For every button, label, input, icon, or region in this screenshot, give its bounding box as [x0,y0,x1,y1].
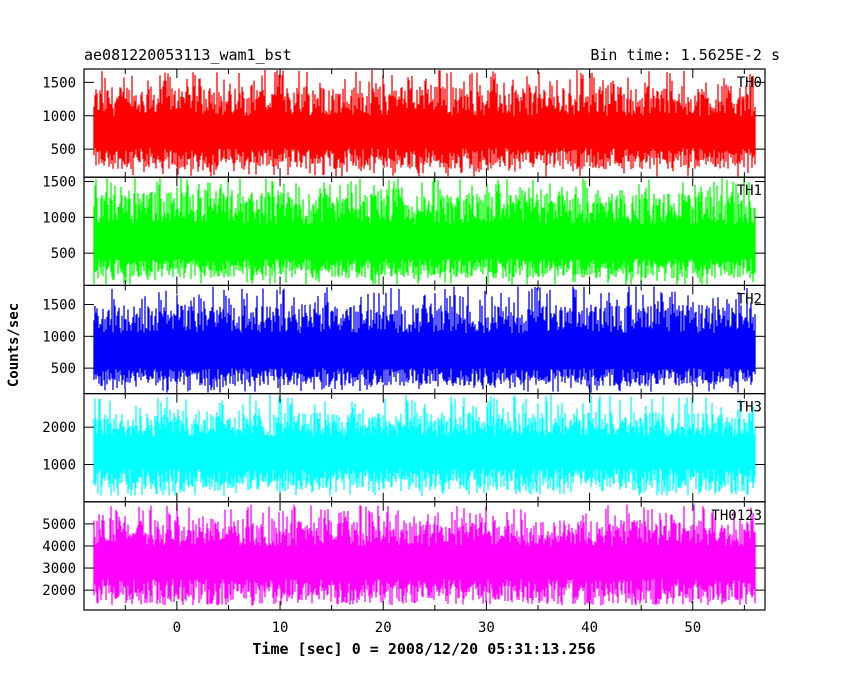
x-tick-label: 0 [173,620,181,636]
y-tick-label: 1000 [42,109,76,125]
y-tick-label: 500 [51,142,76,158]
x-tick-label: 50 [684,620,701,636]
y-tick-label: 500 [51,246,76,262]
y-tick-label: 3000 [42,561,76,577]
x-tick-label: 10 [272,620,289,636]
y-axis-label: Counts/sec [6,303,22,387]
panels: 500 1000 1500 TH0 500 1000 1500 TH1 500 1000 1500 T… [42,68,766,611]
y-tick-label: 5000 [42,517,76,533]
y-tick-label: 2000 [42,420,76,436]
x-tick-label: 30 [478,620,495,636]
y-tick-label: 500 [51,361,76,377]
x-tick-label: 20 [375,620,392,636]
y-tick-label: 1500 [42,174,76,190]
panel-th3: 1000 2000 TH3 [42,393,766,503]
panel-label-th3: TH3 [737,400,762,416]
series-trace-th0 [93,70,756,177]
series-trace-th0123 [93,504,756,606]
y-tick-label: 1000 [42,457,76,473]
y-tick-label: 1000 [42,329,76,345]
x-tick-label: 40 [581,620,598,636]
x-axis: 0 10 20 30 40 50 [173,620,702,636]
panel-label-th0: TH0 [737,75,762,91]
panel-frame [83,501,766,611]
series-trace-th2 [93,286,756,393]
panel-th2: 500 1000 1500 TH2 [42,284,766,395]
panel-th0123: 2000 3000 4000 5000 TH0123 [42,501,766,611]
chart-subtitle: Bin time: 1.5625E-2 s [590,46,780,64]
y-tick-label: 1000 [42,210,76,226]
series-trace-th3 [93,394,756,496]
y-tick-label: 1500 [42,297,76,313]
panel-label-th2: TH2 [737,291,762,307]
panel-th1: 500 1000 1500 TH1 [42,174,766,286]
panel-label-th0123: TH0123 [711,508,762,524]
chart-title: ae081220053113_wam1_bst [84,46,292,64]
y-tick-label: 4000 [42,539,76,555]
panel-label-th1: TH1 [737,183,762,199]
y-tick-label: 1500 [42,75,76,91]
y-tick-label: 2000 [42,583,76,599]
series-trace-th1 [93,178,756,285]
panel-th0: 500 1000 1500 TH0 [42,68,766,178]
x-axis-label: Time [sec] 0 = 2008/12/20 05:31:13.256 [252,640,595,658]
